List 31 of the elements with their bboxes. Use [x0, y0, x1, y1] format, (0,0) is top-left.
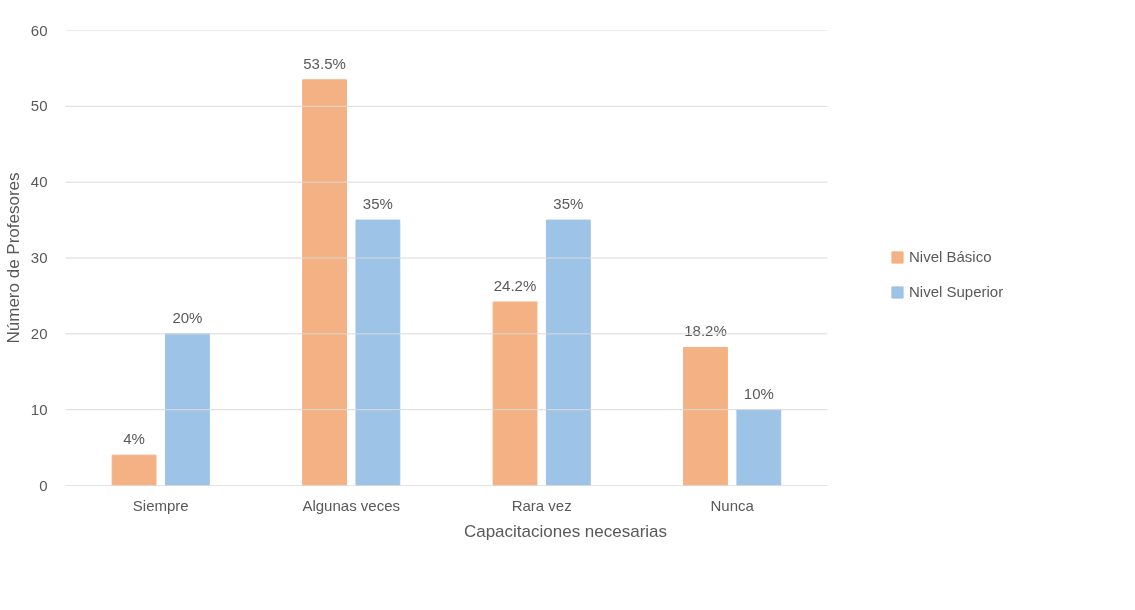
y-axis-title: Número de Profesores	[3, 172, 23, 344]
bar	[111, 454, 157, 486]
data-label: 4%	[123, 430, 145, 448]
y-tick-label: 50	[30, 97, 48, 115]
data-label: 24.2%	[493, 276, 537, 294]
y-tick-label: 20	[30, 324, 48, 342]
bar	[736, 409, 782, 486]
y-tick-label: 60	[30, 21, 48, 39]
x-tick-label: Siempre	[132, 496, 189, 514]
y-tick-label: 0	[39, 476, 48, 494]
x-tick-label: Algunas veces	[302, 496, 400, 514]
y-tick-label: 10	[30, 400, 48, 418]
legend-label: Nivel Básico	[909, 248, 992, 265]
bar	[302, 79, 347, 486]
data-label: 35%	[362, 195, 393, 213]
y-tick-label: 40	[30, 173, 48, 191]
bar	[545, 219, 591, 486]
data-label: 35%	[553, 195, 584, 213]
bar	[683, 346, 728, 486]
data-label: 10%	[743, 384, 774, 402]
x-tick-label: Nunca	[710, 496, 755, 514]
data-label: 53.5%	[303, 54, 346, 72]
x-tick-label: Rara vez	[511, 496, 572, 514]
y-tick-label: 30	[30, 249, 48, 266]
legend-label: Nivel Superior	[909, 283, 1004, 300]
x-axis-title: Capacitaciones necesarias	[463, 521, 668, 541]
bar	[492, 301, 538, 486]
bar	[165, 333, 210, 486]
data-label: 18.2%	[684, 322, 727, 340]
bar	[355, 219, 401, 486]
data-label: 20%	[172, 308, 203, 326]
